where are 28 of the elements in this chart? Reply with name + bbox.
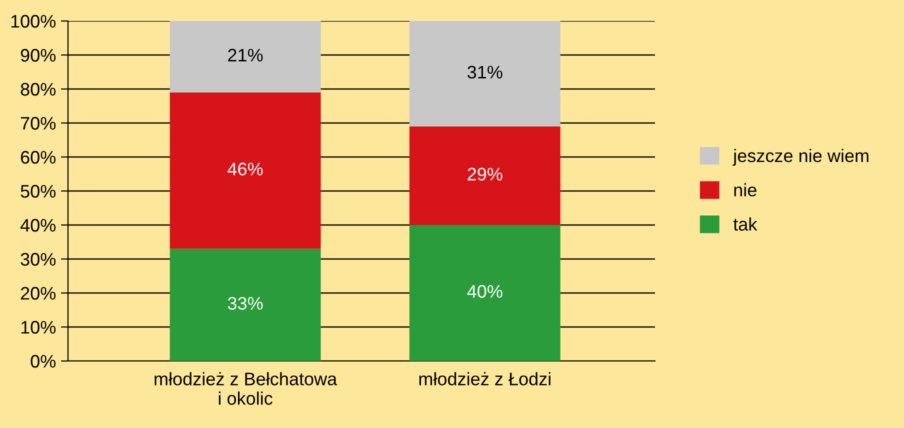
- y-tick-label: 10%: [21, 320, 56, 334]
- data-label: 40%: [467, 285, 502, 298]
- y-tick-label: 50%: [20, 184, 56, 198]
- data-label: 21%: [228, 48, 263, 62]
- y-tick-label: 0%: [30, 354, 56, 368]
- y-tick-label: 40%: [20, 218, 56, 232]
- bar: [170, 248, 321, 361]
- legend-label: nie: [734, 183, 756, 196]
- bar: [170, 92, 321, 249]
- y-tick-label: 70%: [20, 116, 56, 130]
- legend-label: tak: [733, 217, 758, 231]
- bar: [409, 225, 560, 361]
- y-tick-label: 30%: [20, 252, 56, 266]
- x-tick-label: młodzież z Bełchatowa i okolic: [154, 372, 338, 405]
- data-label: 33%: [228, 296, 263, 310]
- data-label: 46%: [228, 162, 263, 176]
- bar: [409, 21, 560, 126]
- y-tick-label: 80%: [20, 82, 56, 96]
- data-label: 31%: [468, 66, 502, 79]
- y-tick-label: 20%: [20, 286, 56, 300]
- y-tick-label: 90%: [20, 48, 56, 62]
- bar: [170, 21, 321, 92]
- y-tick-label: 60%: [20, 150, 56, 164]
- x-tick-label: młodzież z Łodzi: [419, 372, 550, 386]
- data-label: 29%: [468, 168, 502, 181]
- legend-label: jeszcze nie wiem: [732, 148, 868, 166]
- bar: [409, 126, 560, 225]
- y-tick-label: 100%: [11, 14, 56, 28]
